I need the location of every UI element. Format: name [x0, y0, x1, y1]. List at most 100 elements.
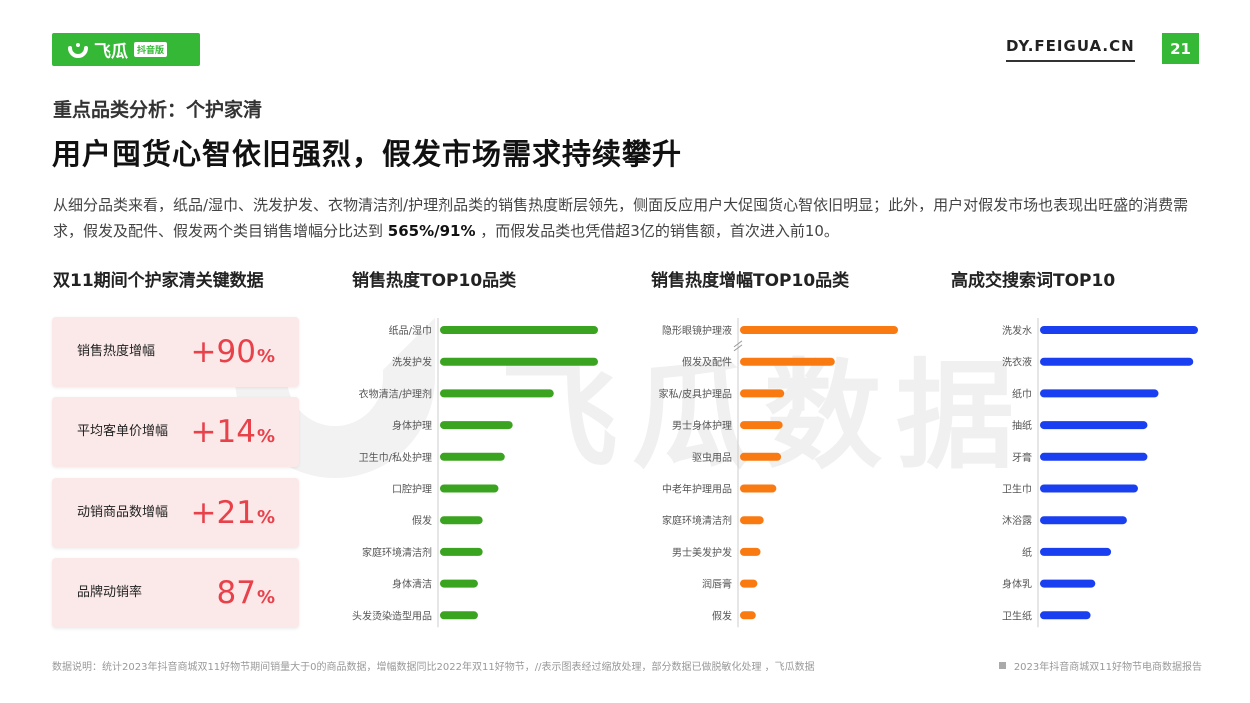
category-label: 纸巾 — [1012, 387, 1032, 400]
chart-svg: 隐形眼镜护理液假发及配件家私/皮具护理品男士身体护理驱虫用品中老年护理用品家庭环… — [659, 318, 898, 628]
page-headline: 用户囤货心智依旧强烈，假发市场需求持续攀升 — [52, 137, 683, 171]
bar — [740, 421, 783, 430]
bar — [740, 611, 756, 620]
bar — [1040, 547, 1112, 556]
watermark-text: 飞瓜数据 — [500, 347, 1029, 485]
category-label: 假发 — [712, 609, 732, 622]
kpi-card: 销售热度增幅 +90% — [52, 317, 299, 387]
bar — [440, 421, 513, 430]
bar — [1040, 516, 1127, 525]
bar — [740, 484, 777, 493]
bar — [440, 547, 483, 556]
category-label: 卫生纸 — [1002, 609, 1032, 622]
bar — [1040, 389, 1159, 398]
category-label: 牙膏 — [1012, 451, 1032, 464]
kpi-label: 品牌动销率 — [77, 585, 143, 600]
kpi-value: 87% — [216, 575, 276, 611]
category-label: 润唇膏 — [702, 578, 732, 591]
bar — [740, 452, 782, 461]
bar — [440, 326, 598, 334]
description-part1: 从细分品类来看，纸品/湿巾、洗发护发、衣物清洁剂/护理剂品类的销售热度断层领先，… — [53, 196, 1189, 240]
bar — [440, 452, 505, 461]
category-label: 身体乳 — [1002, 578, 1032, 591]
bar — [740, 389, 785, 398]
bar — [1040, 484, 1138, 493]
site-url[interactable]: DY.FEIGUA.CN — [1006, 37, 1135, 62]
bar — [740, 357, 835, 366]
chart-search-terms: 洗发水洗衣液纸巾抽纸牙膏卫生巾沐浴露纸身体乳卫生纸 — [930, 310, 1220, 640]
chart-title-growth: 销售热度增幅TOP10品类 — [651, 271, 850, 291]
bar — [740, 326, 898, 334]
category-label: 男士身体护理 — [672, 419, 732, 432]
category-label: 身体清洁 — [392, 578, 432, 591]
chart-svg: 纸品/湿巾洗发护发衣物清洁/护理剂身体护理卫生巾/私处护理口腔护理假发家庭环境清… — [352, 318, 598, 628]
category-label: 沐浴露 — [1002, 514, 1032, 527]
category-label: 纸品/湿巾 — [389, 324, 432, 337]
chart-title-search: 高成交搜索词TOP10 — [951, 271, 1116, 291]
melon-logo-icon — [68, 40, 88, 60]
bar — [1040, 579, 1096, 588]
bar — [740, 516, 764, 525]
bar — [440, 579, 478, 588]
description-highlight: 565%/91% — [387, 222, 476, 240]
kpi-section-title: 双11期间个护家清关键数据 — [53, 271, 264, 291]
category-label: 隐形眼镜护理液 — [662, 324, 732, 337]
category-label: 假发及配件 — [682, 356, 732, 369]
bar — [440, 389, 554, 398]
kpi-value: +90% — [190, 334, 275, 370]
category-label: 家庭环境清洁剂 — [662, 514, 732, 527]
brand-tag: 抖音版 — [134, 42, 168, 57]
kpi-card: 平均客单价增幅 +14% — [52, 397, 299, 467]
bar — [740, 547, 761, 556]
chart-title-sales-heat: 销售热度TOP10品类 — [352, 271, 517, 291]
bar — [1040, 452, 1148, 461]
axis-break-mark — [733, 344, 743, 352]
bar — [1040, 357, 1194, 366]
chart-growth: 隐形眼镜护理液假发及配件家私/皮具护理品男士身体护理驱虫用品中老年护理用品 家庭环… — [630, 310, 920, 640]
description-part2: ，而假发品类也凭借超3亿的销售额，首次进入前10。 — [475, 222, 839, 240]
bar — [440, 611, 478, 620]
category-label: 抽纸 — [1012, 419, 1032, 432]
bar — [1040, 326, 1198, 334]
kpi-card: 品牌动销率 87% — [52, 558, 299, 628]
category-label: 身体护理 — [392, 419, 432, 432]
brand-name: 飞瓜 — [94, 42, 128, 62]
footer-report-title: 2023年抖音商城双11好物节电商数据报告 — [1013, 662, 1202, 673]
chart-sales-heat: 纸品/湿巾洗发护发衣物清洁/护理剂身体护理卫生巾/私处护理口腔护理假发家庭环境清… — [330, 310, 620, 640]
category-label: 头发烫染造型用品 — [352, 609, 432, 622]
bar — [740, 579, 758, 588]
category-label: 卫生巾/私处护理 — [359, 451, 432, 464]
axis-break-mark — [733, 340, 743, 348]
square-icon — [998, 662, 1006, 669]
category-label: 中老年护理用品 — [662, 483, 732, 496]
category-label: 家私/皮具护理品 — [659, 387, 732, 400]
category-label: 驱虫用品 — [692, 452, 732, 464]
brand-logo[interactable]: 飞瓜 抖音版 — [52, 33, 200, 66]
bar — [440, 516, 483, 525]
bar — [1040, 611, 1091, 620]
bar — [440, 484, 499, 493]
section-subtitle: 重点品类分析：个护家清 — [53, 99, 263, 121]
category-label: 口腔护理 — [392, 483, 432, 496]
kpi-value: +14% — [190, 414, 275, 450]
kpi-label: 销售热度增幅 — [77, 344, 156, 359]
footer-report: 2023年抖音商城双11好物节电商数据报告 — [998, 658, 1202, 673]
category-label: 假发 — [412, 514, 432, 527]
footer-note: 数据说明：统计2023年抖音商城双11好物节期间销量大于0的商品数据，增幅数据同… — [52, 662, 815, 673]
category-label: 衣物清洁/护理剂 — [359, 387, 432, 400]
kpi-card: 动销商品数增幅 +21% — [52, 478, 299, 548]
bar — [440, 357, 598, 366]
kpi-label: 平均客单价增幅 — [77, 424, 169, 439]
category-label: 卫生巾 — [1002, 483, 1032, 496]
category-label: 男士美发护发 — [672, 546, 732, 559]
category-label: 洗发护发 — [392, 356, 432, 369]
kpi-label: 动销商品数增幅 — [77, 505, 169, 520]
category-label: 洗衣液 — [1002, 356, 1032, 369]
category-label: 纸 — [1022, 546, 1032, 559]
kpi-value: +21% — [190, 495, 275, 531]
bar — [1040, 421, 1148, 430]
category-label: 洗发水 — [1002, 324, 1032, 337]
description: 从细分品类来看，纸品/湿巾、洗发护发、衣物清洁剂/护理剂品类的销售热度断层领先，… — [53, 192, 1203, 244]
category-label: 家庭环境清洁剂 — [362, 546, 432, 559]
